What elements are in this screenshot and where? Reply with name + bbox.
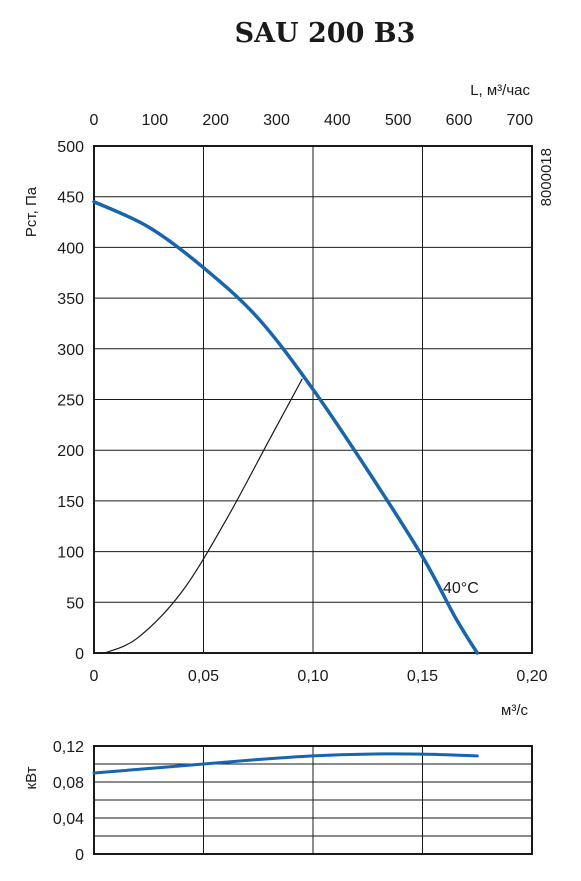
chart-title: SAU 200 B3 — [235, 18, 416, 49]
pressure-y-tick: 450 — [57, 190, 84, 207]
pressure-x-tick: 0,20 — [516, 668, 547, 685]
power-y-tick: 0 — [75, 847, 84, 864]
pressure-x2-tick: 500 — [385, 112, 412, 129]
power-y-ticks: 0 0,04 0,08 0,12 — [53, 739, 84, 864]
power-y-tick: 0,04 — [53, 811, 84, 828]
pressure-series — [92, 200, 479, 655]
pressure-x-tick: 0,15 — [407, 668, 438, 685]
pressure-x-tick: 0 — [90, 668, 99, 685]
pressure-y-tick: 350 — [57, 291, 84, 308]
pressure-y-tick: 100 — [57, 545, 84, 562]
power-series — [92, 752, 479, 775]
pressure-y-label: Pст, Па — [23, 186, 40, 237]
pressure-x2-tick: 200 — [202, 112, 229, 129]
pressure-x2-label: L, м³/час — [470, 82, 530, 99]
power-y-tick: 0,08 — [53, 775, 84, 792]
power-grid — [94, 746, 532, 854]
pressure-grid — [94, 146, 532, 653]
pressure-y-tick: 0 — [75, 646, 84, 663]
pressure-x-tick: 0,10 — [297, 668, 328, 685]
pressure-x2-ticks: 0 100 200 300 400 500 600 700 — [90, 112, 534, 129]
pressure-y-tick: 150 — [57, 494, 84, 511]
pressure-chart: 0 50 100 150 200 250 300 350 400 450 500 0 0,05 0,10… — [23, 82, 548, 719]
pressure-y-tick: 200 — [57, 443, 84, 460]
pressure-x2-tick: 300 — [263, 112, 290, 129]
pressure-x2-tick: 100 — [141, 112, 168, 129]
pressure-y-tick: 250 — [57, 393, 84, 410]
temperature-annotation: 40°C — [443, 580, 479, 597]
power-frame — [93, 745, 533, 855]
pressure-x2-tick: 0 — [90, 112, 99, 129]
power-chart: 0 0,04 0,08 0,12 кВт — [23, 739, 533, 864]
pressure-frame — [93, 145, 533, 654]
pressure-y-tick: 400 — [57, 240, 84, 257]
system-curve-line — [104, 378, 303, 654]
pressure-y-tick: 300 — [57, 342, 84, 359]
power-y-label: кВт — [23, 766, 40, 789]
power-curve-line — [92, 752, 479, 775]
pressure-y-tick: 50 — [66, 595, 84, 612]
fan-curve-line — [92, 200, 479, 655]
pressure-x-ticks: 0 0,05 0,10 0,15 0,20 — [90, 668, 548, 685]
model-code: 8000018 — [538, 148, 555, 206]
pressure-x2-tick: 400 — [324, 112, 351, 129]
pressure-y-ticks: 0 50 100 150 200 250 300 350 400 450 500 — [57, 139, 84, 663]
pressure-x-label: м³/с — [501, 702, 528, 719]
power-y-tick: 0,12 — [53, 739, 84, 756]
pressure-y-tick: 500 — [57, 139, 84, 156]
pressure-x-tick: 0,05 — [188, 668, 219, 685]
pressure-x2-tick: 700 — [506, 112, 533, 129]
pressure-x2-tick: 600 — [446, 112, 473, 129]
